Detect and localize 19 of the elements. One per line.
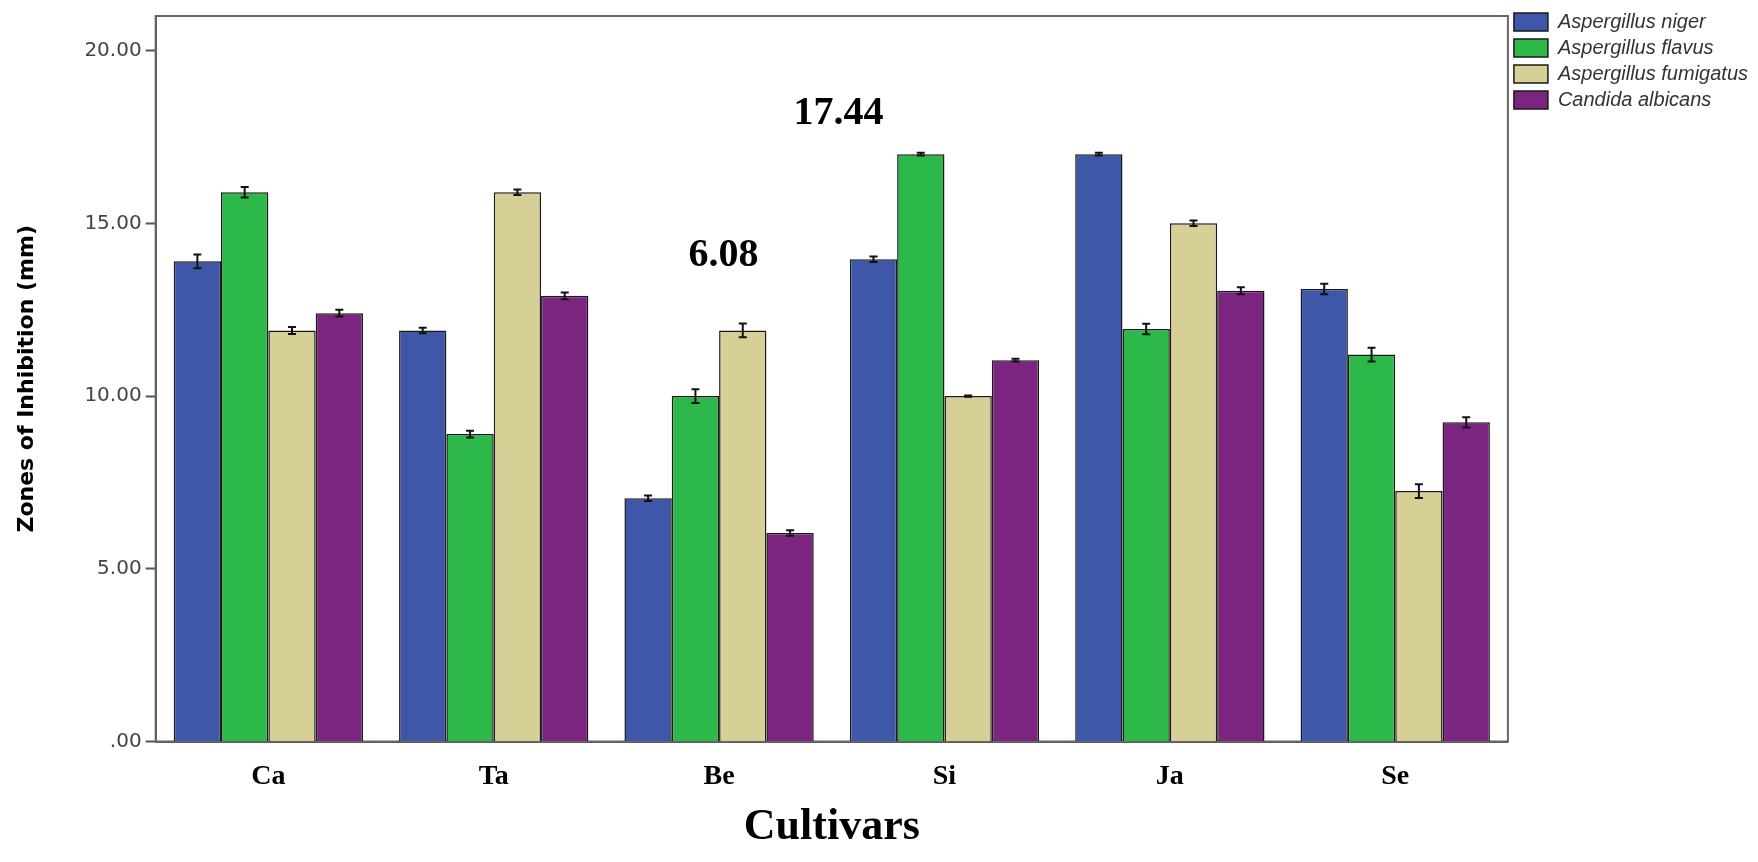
x-tick-label: Ca xyxy=(251,758,286,790)
x-tick-label: Be xyxy=(703,758,735,790)
y-tick-label: 10.00 xyxy=(84,382,142,407)
x-tick-label: Ja xyxy=(1155,758,1184,790)
legend-label: Candida albicans xyxy=(1557,87,1712,110)
legend-label: Aspergillus niger xyxy=(1556,9,1708,32)
legend-label: Aspergillus flavus xyxy=(1556,35,1714,58)
y-tick-label: 15.00 xyxy=(84,209,142,234)
y-tick-label: 20.00 xyxy=(84,36,142,61)
annotation: 17.44 xyxy=(793,88,884,134)
y-axis-title: Zones of Inhibition (mm) xyxy=(12,225,38,533)
legend-label: Aspergillus fumigatus xyxy=(1556,61,1749,84)
x-tick-label: Si xyxy=(932,758,957,790)
x-tick-label: Ta xyxy=(478,758,509,790)
annotation: 6.08 xyxy=(688,229,759,275)
x-tick-label: Se xyxy=(1381,758,1410,790)
x-axis-title: Cultivars xyxy=(743,799,920,849)
y-tick-label: .00 xyxy=(109,727,142,752)
y-tick-label: 5.00 xyxy=(97,555,142,580)
